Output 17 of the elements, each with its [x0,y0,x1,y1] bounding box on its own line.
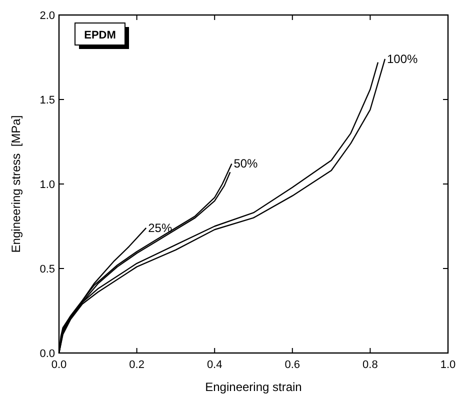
y-tick-label: 1.0 [40,179,55,191]
annotation: EPDM [84,30,116,42]
series-label: 50% [234,156,258,171]
x-tick-label: 1.0 [440,359,456,371]
y-tick-label: 1.5 [40,94,55,106]
x-tick-label: 0.2 [129,359,144,371]
x-tick-label: 0.6 [284,359,300,371]
x-tick-label: 0.4 [206,359,222,371]
y-tick-label: 2.0 [40,10,55,22]
y-axis-title: Engineering stress [MPa] [9,115,23,253]
y-tick-label: 0.5 [40,264,55,276]
x-axis-title: Engineering strain [205,380,302,394]
x-tick-label: 0.0 [51,359,67,371]
series-label: 100% [386,52,418,66]
series-label: 25% [148,220,172,235]
x-tick-label: 0.8 [362,359,378,371]
y-tick-label: 0.0 [40,348,55,360]
